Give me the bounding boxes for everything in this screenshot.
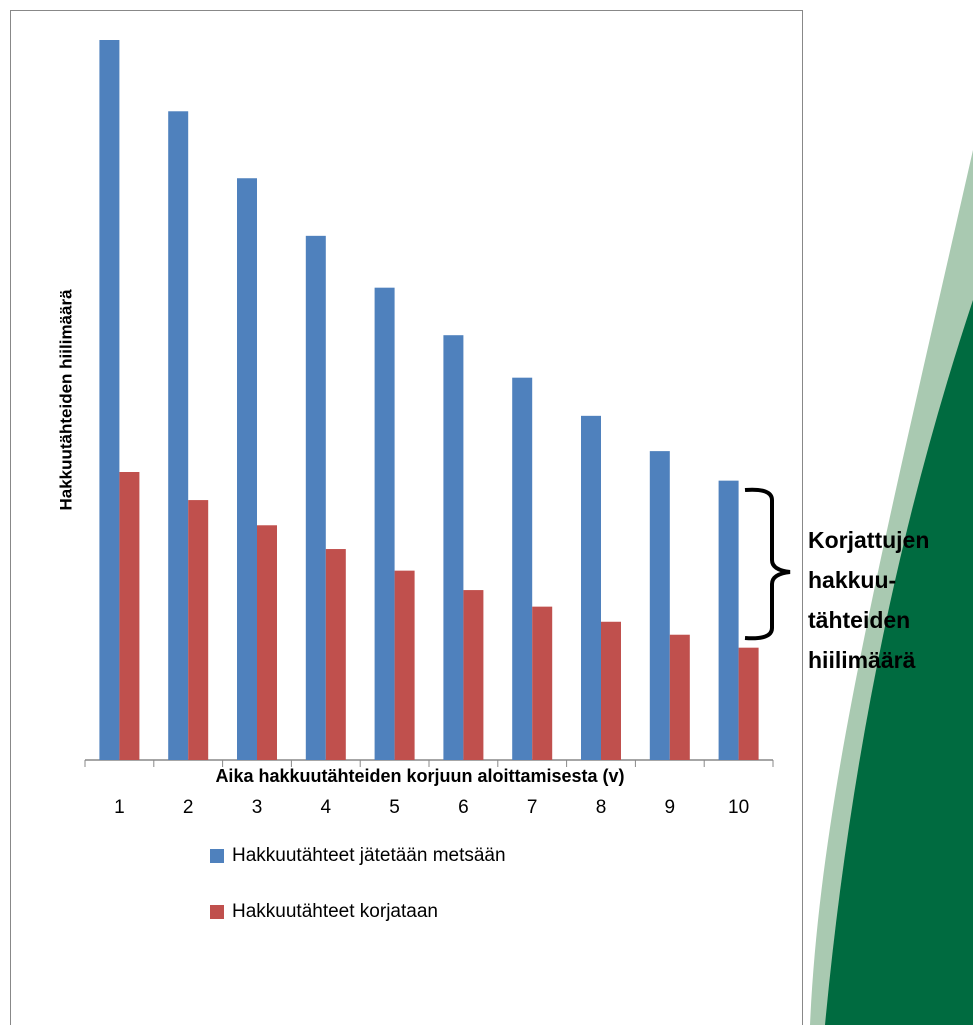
bar [188, 500, 209, 760]
bar [168, 111, 189, 760]
x-tick-label: 6 [458, 797, 469, 818]
x-tick-label: 9 [665, 797, 676, 818]
x-tick-label: 10 [728, 797, 749, 818]
x-tick-label: 5 [389, 797, 400, 818]
bar [394, 570, 415, 760]
legend-label: Hakkuutähteet jätetään metsään [232, 845, 506, 866]
legend-swatch [210, 905, 224, 919]
bar [374, 287, 395, 760]
annotation: hakkuu- [808, 567, 896, 593]
bar [443, 335, 464, 760]
x-tick-label: 3 [252, 797, 263, 818]
bar [738, 647, 759, 760]
bracket [744, 487, 791, 641]
bar [119, 472, 140, 760]
bar [257, 525, 277, 760]
bar [718, 480, 739, 760]
legend-swatch [210, 849, 224, 863]
bar [305, 235, 326, 761]
decor-dark [825, 300, 973, 1025]
x-tick-label: 1 [114, 797, 125, 818]
bar [649, 451, 670, 760]
bar [532, 606, 553, 760]
legend-label: Hakkuutähteet korjataan [232, 901, 438, 922]
bar [601, 621, 621, 760]
chart-frame [10, 10, 803, 1025]
bar [99, 40, 120, 760]
bar [237, 178, 257, 761]
y-axis-title: Hakkuutähteiden hiilimäärä [56, 289, 75, 511]
bar [512, 377, 533, 760]
annotation: tähteiden [808, 607, 910, 633]
x-tick-label: 2 [183, 797, 194, 818]
bar [325, 549, 346, 760]
bar [669, 634, 690, 760]
x-tick-label: 4 [321, 797, 332, 818]
annotation: hiilimäärä [808, 647, 916, 673]
bar [463, 590, 484, 760]
x-tick-label: 7 [527, 797, 538, 818]
bar [581, 415, 601, 760]
x-tick-label: 8 [596, 797, 607, 818]
annotation: Korjattujen [808, 527, 929, 553]
x-axis-title: Aika hakkuutähteiden korjuun aloittamise… [215, 766, 624, 786]
